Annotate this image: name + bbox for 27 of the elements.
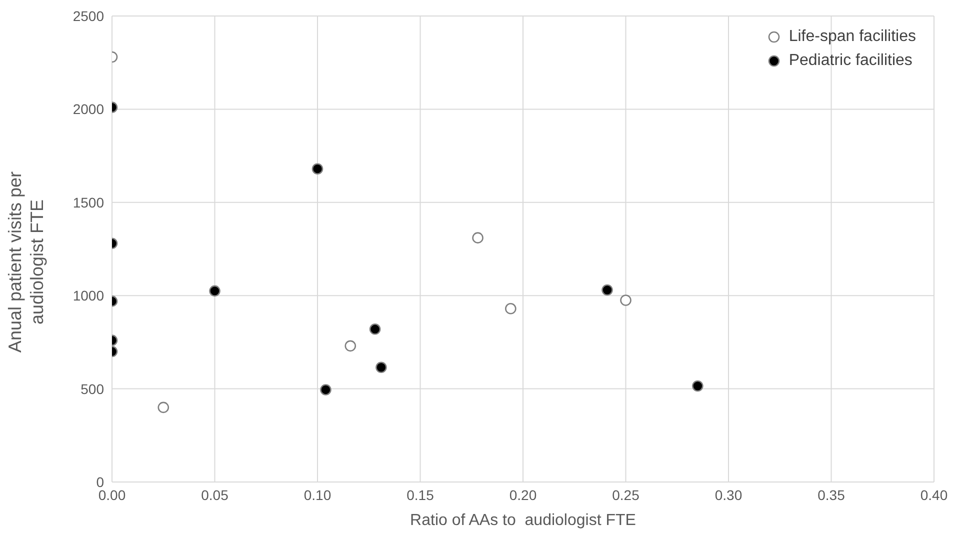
- y-tick-label: 2500: [72, 8, 104, 24]
- y-tick-label: 1500: [72, 194, 104, 210]
- x-tick-label: 0.30: [714, 486, 742, 503]
- legend-label: Pediatric facilities: [788, 52, 912, 70]
- x-tick-label: 0.40: [920, 486, 948, 503]
- y-tick-label: 2000: [72, 101, 104, 118]
- point: [376, 362, 387, 374]
- y-axis-title: Anual patient visits per audiologist FTE: [4, 170, 48, 355]
- point: [344, 340, 356, 352]
- x-tick-label: 0.20: [509, 486, 537, 503]
- x-tick-label: 0.05: [201, 486, 229, 503]
- point: [472, 232, 484, 244]
- x-axis-title: Ratio of AAs to audiologist FTE: [409, 512, 637, 530]
- y-tick-label: 500: [80, 380, 104, 397]
- x-tick-label: 0.25: [612, 486, 640, 503]
- legend-label: Life-span facilities: [788, 28, 916, 46]
- point: [602, 284, 613, 296]
- point: [692, 380, 704, 392]
- point: [320, 384, 332, 396]
- point: [369, 324, 381, 335]
- x-tick-label: 0.35: [818, 486, 846, 503]
- y-tick-label: 1000: [72, 288, 104, 304]
- x-tick-label: 0.15: [406, 486, 434, 503]
- x-tick-label: 0.10: [304, 486, 332, 503]
- point: [620, 294, 632, 306]
- point: [312, 163, 324, 174]
- point: [505, 303, 516, 314]
